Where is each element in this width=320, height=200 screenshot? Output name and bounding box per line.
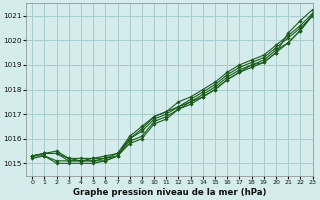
X-axis label: Graphe pression niveau de la mer (hPa): Graphe pression niveau de la mer (hPa): [73, 188, 266, 197]
